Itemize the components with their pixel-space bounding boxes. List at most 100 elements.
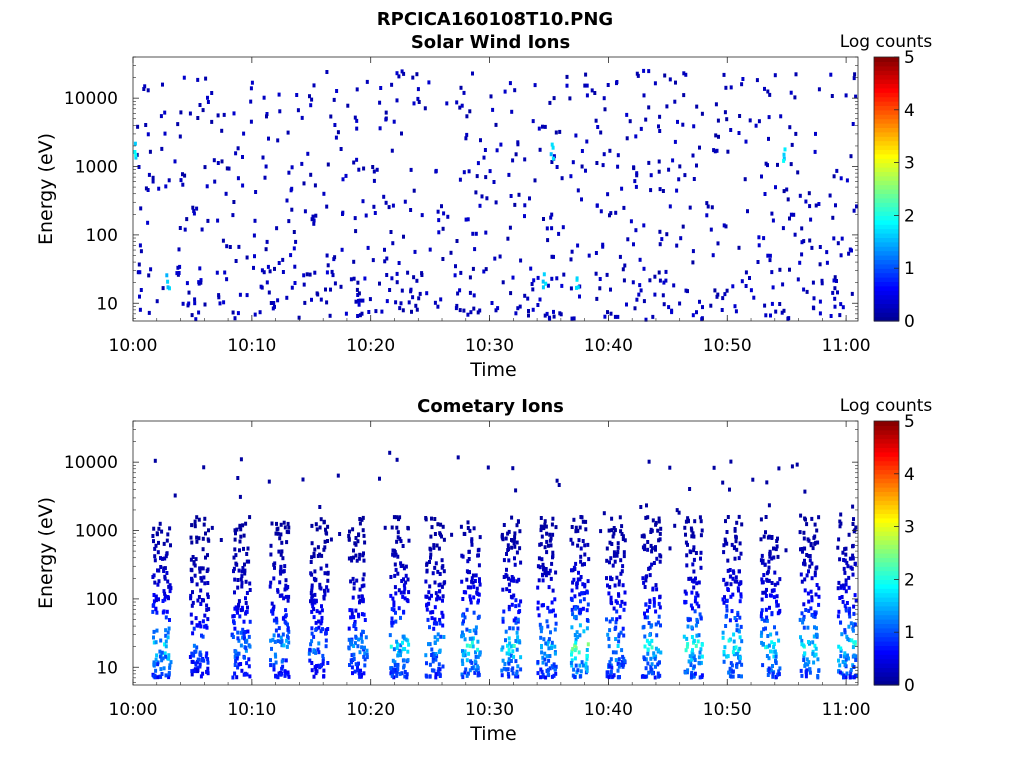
heatmap-cell-513 bbox=[310, 523, 314, 528]
heatmap-cell-1889 bbox=[722, 652, 726, 657]
heatmap-cell-1281 bbox=[550, 664, 554, 669]
heatmap-cell-268 bbox=[237, 662, 241, 667]
heatmap-cell-618 bbox=[355, 126, 359, 131]
heatmap-cell-2007 bbox=[763, 618, 767, 623]
heatmap-cell-105 bbox=[154, 640, 158, 645]
heatmap-cell-318 bbox=[762, 236, 766, 241]
heatmap-cell-1310 bbox=[537, 556, 541, 561]
heatmap-cell-1726 bbox=[682, 634, 686, 639]
heatmap-cell-177 bbox=[642, 93, 646, 98]
heatmap-cell-637 bbox=[309, 103, 313, 108]
heatmap-cell-392 bbox=[509, 194, 513, 198]
heatmap-cell-1396 bbox=[577, 570, 580, 575]
heatmap-cell-1665 bbox=[652, 654, 656, 659]
heatmap-cell-2285 bbox=[836, 545, 840, 550]
heatmap-cell-270 bbox=[234, 531, 237, 536]
heatmap-cell-557 bbox=[143, 84, 147, 89]
heatmap-cell-1952 bbox=[760, 640, 764, 645]
heatmap-cell-1859 bbox=[726, 568, 730, 573]
heatmap-cell-541 bbox=[323, 571, 327, 576]
heatmap-cell-1090 bbox=[507, 657, 511, 662]
heatmap-cell-168 bbox=[204, 531, 207, 536]
heatmap-cell-1233 bbox=[546, 624, 550, 629]
heatmap-cell-495 bbox=[258, 310, 262, 315]
heatmap-cell-163 bbox=[198, 620, 202, 625]
heatmap-cell-2209 bbox=[852, 611, 856, 616]
heatmap-cell-435 bbox=[278, 536, 282, 541]
heatmap-cell-1305 bbox=[543, 571, 547, 576]
heatmap-cell-742 bbox=[399, 643, 403, 648]
heatmap-cell-119 bbox=[169, 543, 172, 548]
heatmap-cell-868 bbox=[551, 145, 555, 150]
heatmap-cell-798 bbox=[578, 294, 581, 299]
heatmap-cell-1157 bbox=[505, 574, 509, 579]
colorbar-segment bbox=[874, 250, 899, 256]
colorbar-segment bbox=[874, 241, 899, 247]
heatmap-cell-1774 bbox=[699, 519, 703, 524]
heatmap-cell-1820 bbox=[727, 670, 731, 675]
heatmap-cell-2041 bbox=[803, 588, 807, 593]
heatmap-cell-1300 bbox=[552, 662, 556, 667]
heatmap-cell-1734 bbox=[694, 595, 698, 600]
heatmap-cell-736 bbox=[399, 564, 403, 568]
heatmap-cell-1483 bbox=[623, 601, 627, 606]
heatmap-cell-1130 bbox=[501, 619, 505, 624]
heatmap-cell-645 bbox=[349, 638, 353, 643]
heatmap-cell-1298 bbox=[553, 651, 557, 656]
heatmap-cell-2125 bbox=[800, 611, 804, 616]
heatmap-cell-124 bbox=[397, 261, 401, 265]
heatmap-cell-425 bbox=[271, 611, 275, 616]
heatmap-cell-409 bbox=[282, 643, 286, 648]
heatmap-cell-1436 bbox=[573, 675, 577, 680]
colorbar-segment bbox=[874, 162, 899, 168]
heatmap-cell-1232 bbox=[540, 669, 544, 674]
heatmap-cell-704 bbox=[199, 280, 203, 285]
heatmap-cell-2087 bbox=[816, 540, 820, 545]
heatmap-cell-215 bbox=[716, 292, 720, 297]
heatmap-cell-1438 bbox=[582, 597, 586, 602]
heatmap-cell-1047 bbox=[465, 577, 469, 582]
heatmap-cell-1406 bbox=[580, 562, 584, 567]
colorbar-segment bbox=[874, 451, 899, 457]
heatmap-cell-2038 bbox=[767, 578, 771, 583]
heatmap-cell-1681 bbox=[690, 534, 694, 539]
heatmap-cell-351 bbox=[245, 609, 249, 614]
heatmap-cell-951 bbox=[433, 617, 437, 622]
heatmap-cell-1810 bbox=[722, 577, 726, 582]
heatmap-cell-692 bbox=[763, 86, 766, 91]
colorbar-segment bbox=[874, 299, 899, 304]
heatmap-cell-212 bbox=[358, 298, 362, 303]
heatmap-cell-1259 bbox=[554, 621, 558, 626]
heatmap-cell-1303 bbox=[552, 673, 556, 678]
heatmap-cell-51 bbox=[164, 654, 168, 659]
heatmap-cell-1469 bbox=[620, 659, 624, 664]
heatmap-cell-614 bbox=[814, 203, 818, 208]
heatmap-cell-785 bbox=[390, 607, 394, 612]
heatmap-cell-218 bbox=[201, 547, 205, 552]
heatmap-cell-836 bbox=[385, 299, 389, 304]
heatmap-cell-538 bbox=[307, 651, 311, 656]
heatmap-cell-121 bbox=[176, 122, 180, 127]
heatmap-cell-763 bbox=[396, 571, 400, 576]
heatmap-cell-808 bbox=[609, 311, 613, 316]
heatmap-cell-996 bbox=[470, 640, 474, 645]
heatmap-cell-1822 bbox=[722, 659, 726, 664]
heatmap-cell-1019 bbox=[468, 636, 472, 641]
heatmap-cell-1131 bbox=[507, 576, 510, 581]
heatmap-cell-559 bbox=[543, 313, 547, 318]
heatmap-cell-1668 bbox=[654, 609, 658, 614]
heatmap-cell-391 bbox=[163, 131, 167, 136]
heatmap-cell-606 bbox=[358, 517, 362, 521]
heatmap-cell-236 bbox=[275, 226, 279, 231]
colorbar-segment bbox=[874, 285, 899, 291]
heatmap-cell-1254 bbox=[549, 543, 553, 548]
heatmap-cell-833 bbox=[357, 302, 361, 307]
heatmap-cell-1215 bbox=[538, 565, 542, 570]
heatmap-cell-774 bbox=[405, 672, 409, 677]
heatmap-cell-1918 bbox=[739, 580, 743, 585]
colorbar-segment bbox=[874, 272, 899, 278]
heatmap-cell-301 bbox=[236, 585, 240, 590]
heatmap-cell-427 bbox=[331, 273, 335, 278]
heatmap-cell-874 bbox=[429, 534, 433, 539]
heatmap-cell-461 bbox=[514, 152, 518, 157]
